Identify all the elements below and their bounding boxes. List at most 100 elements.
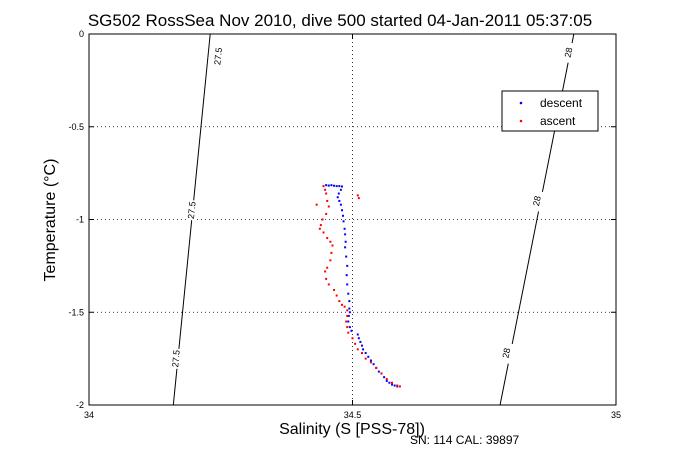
x-tick-label: 35 [611, 410, 621, 420]
legend-descent-label: descent [540, 96, 583, 110]
data-point-ascent [345, 320, 348, 323]
data-point-descent [344, 240, 347, 243]
data-point-descent [393, 384, 396, 387]
chart-title: SG502 RossSea Nov 2010, dive 500 started… [88, 11, 592, 30]
data-point-descent [342, 214, 345, 217]
data-point-ascent [391, 381, 394, 384]
data-point-ascent [318, 227, 321, 230]
legend-ascent-label: ascent [540, 114, 576, 128]
data-point-descent [369, 359, 372, 362]
data-point-ascent [333, 288, 336, 291]
data-point-descent [377, 370, 380, 373]
contour-label: 27.5 [170, 349, 182, 367]
legend-box [501, 90, 599, 132]
data-point-ascent [369, 361, 372, 364]
data-point-ascent [327, 283, 330, 286]
y-tick-label: -1 [76, 215, 84, 225]
contour-label: 27.5 [212, 47, 224, 65]
data-point-descent [388, 381, 391, 384]
data-point-descent [348, 307, 351, 310]
data-point-descent [348, 326, 351, 329]
data-point-descent [338, 185, 341, 188]
data-point-ascent [360, 352, 363, 355]
series-descent [325, 184, 399, 388]
data-point-ascent [329, 259, 332, 262]
data-point-ascent [322, 185, 325, 188]
data-point-descent [385, 379, 388, 382]
y-tick-label: 0 [79, 29, 84, 39]
data-point-descent [347, 320, 350, 323]
data-point-ascent [354, 342, 357, 345]
data-point-ascent [380, 372, 383, 375]
data-point-ascent [357, 197, 360, 200]
contour-label-bg [530, 190, 544, 212]
data-point-descent [325, 184, 328, 187]
contour-label-bg [185, 199, 198, 221]
data-point-descent [347, 314, 350, 317]
data-point-descent [335, 185, 338, 188]
data-point-ascent [327, 205, 330, 208]
data-point-ascent [375, 366, 378, 369]
data-point-descent [360, 344, 363, 347]
axis-ticks: 34 34.5 35 0 -0.5 -1 -1.5 -2 [68, 29, 621, 420]
data-point-ascent [346, 314, 349, 317]
data-point-ascent [396, 384, 399, 387]
data-point-ascent [346, 326, 349, 329]
data-point-ascent [356, 348, 359, 351]
data-point-ascent [325, 192, 328, 195]
data-point-ascent [329, 240, 332, 243]
data-point-descent [348, 311, 351, 314]
x-tick-label: 34.5 [344, 410, 362, 420]
data-point-ascent [364, 357, 367, 360]
data-point-descent [340, 209, 343, 212]
data-point-ascent [398, 385, 401, 388]
data-point-ascent [330, 251, 333, 254]
contour-label-bg [169, 348, 182, 370]
data-point-descent [339, 188, 342, 191]
data-point-ascent [385, 378, 388, 381]
data-point-ascent [356, 194, 359, 197]
data-point-descent [359, 340, 362, 343]
data-point-descent [356, 333, 359, 336]
y-axis-label: Temperature (°C) [42, 159, 59, 282]
data-point-descent [391, 383, 394, 386]
legend-descent-marker [519, 101, 523, 105]
data-point-descent [350, 329, 353, 332]
data-point-ascent [338, 300, 341, 303]
data-point-ascent [324, 270, 327, 273]
data-point-descent [339, 203, 342, 206]
data-point-descent [344, 246, 347, 249]
data-point-descent [330, 184, 333, 187]
series-ascent [315, 185, 401, 388]
data-point-ascent [321, 218, 324, 221]
data-point-ascent [326, 266, 329, 269]
data-point-ascent [325, 277, 328, 280]
data-point-descent [357, 337, 360, 340]
contour-label: 27.5 [186, 201, 198, 219]
y-tick-label: -1.5 [68, 307, 84, 317]
data-point-descent [338, 199, 341, 202]
data-point-ascent [324, 188, 327, 191]
data-point-descent [346, 283, 349, 286]
data-point-descent [346, 264, 349, 267]
data-point-descent [347, 292, 350, 295]
data-point-descent [362, 348, 365, 351]
legend-ascent-marker [519, 119, 523, 123]
x-tick-label: 34 [84, 410, 94, 420]
contour-label-bg [499, 342, 514, 364]
data-point-ascent [322, 231, 325, 234]
data-point-ascent [325, 212, 328, 215]
data-point-ascent [319, 224, 322, 227]
contour-label: 28 [563, 47, 575, 59]
data-point-ascent [326, 237, 329, 240]
data-point-ascent [335, 294, 338, 297]
data-point-descent [344, 233, 347, 236]
data-point-descent [342, 220, 345, 223]
x-axis-label: Salinity (S [PSS-78]) [279, 421, 425, 438]
data-point-ascent [351, 337, 354, 340]
data-point-ascent [326, 199, 329, 202]
data-point-ascent [331, 244, 334, 247]
data-point-ascent [343, 305, 346, 308]
data-series [315, 184, 401, 388]
data-point-descent [336, 196, 339, 199]
